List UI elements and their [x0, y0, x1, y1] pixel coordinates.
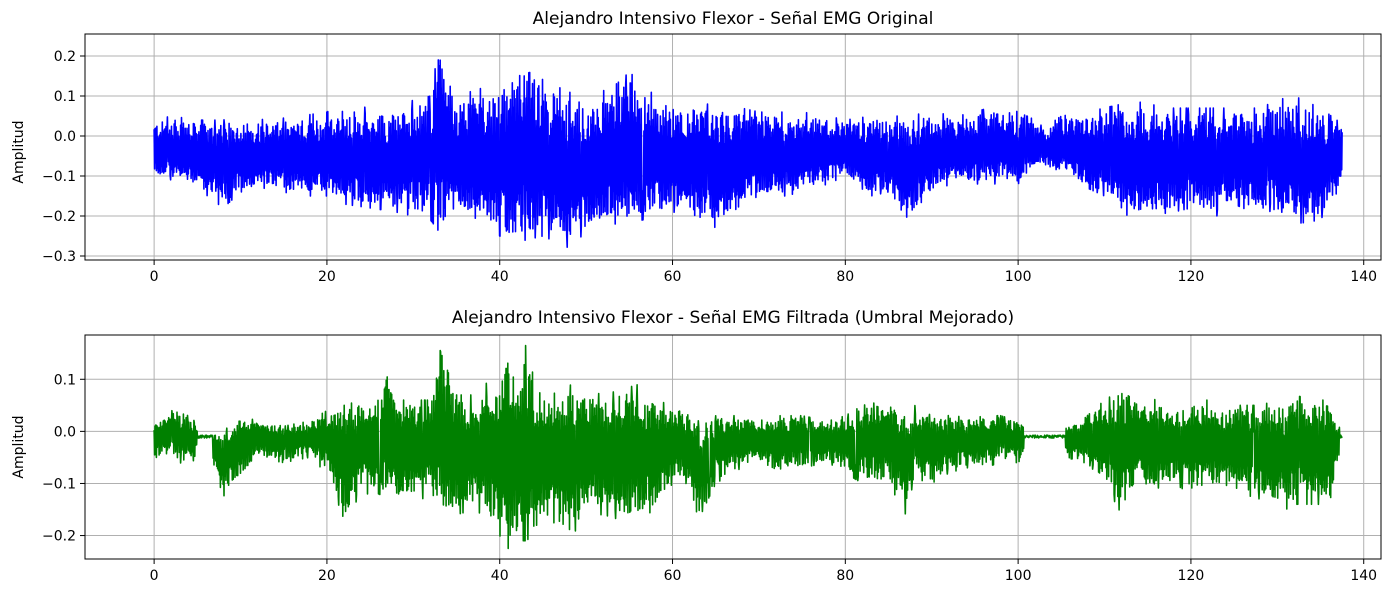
x-tick-label: 80	[836, 269, 854, 285]
y-axis-label: Amplitud	[11, 415, 27, 478]
chart-original-emg: Alejandro Intensivo Flexor - Señal EMG O…	[11, 9, 1382, 285]
y-axis-label: Amplitud	[11, 120, 27, 183]
chart-title: Alejandro Intensivo Flexor - Señal EMG O…	[533, 9, 934, 29]
y-tick-label: 0.0	[54, 424, 76, 440]
signal-trace	[153, 59, 1343, 248]
y-tick-label: −0.3	[42, 249, 76, 265]
signal-trace	[153, 344, 1343, 550]
chart-filtered-emg: Alejandro Intensivo Flexor - Señal EMG F…	[11, 308, 1382, 584]
y-tick-label: −0.1	[42, 169, 76, 185]
signal-line	[153, 59, 1343, 248]
x-tick-label: 60	[664, 568, 682, 584]
y-tick-label: −0.2	[42, 529, 76, 545]
x-tick-label: 0	[150, 568, 159, 584]
y-tick-label: 0.1	[54, 372, 76, 388]
plot-frame	[84, 33, 1382, 261]
x-tick-label: 100	[1005, 269, 1032, 285]
x-tick-label: 20	[318, 269, 336, 285]
axis-ticks: 0 20 40 60 80 100 120 140 0.1 0.0 −0.1 −0.2	[42, 372, 1377, 584]
y-tick-label: −0.2	[42, 209, 76, 225]
x-tick-label: 140	[1350, 568, 1377, 584]
plot-frame	[84, 334, 1382, 560]
x-tick-label: 20	[318, 568, 336, 584]
x-tick-label: 120	[1178, 269, 1205, 285]
chart-title: Alejandro Intensivo Flexor - Señal EMG F…	[452, 308, 1014, 328]
axis-ticks: 0 20 40 60 80 100 120 140 0.2 0.1 0.0 −0.1 −0.2 −0.3	[42, 49, 1377, 285]
x-tick-label: 40	[491, 568, 509, 584]
x-tick-label: 100	[1005, 568, 1032, 584]
signal-line	[153, 344, 1343, 550]
x-tick-label: 80	[836, 568, 854, 584]
x-tick-label: 0	[150, 269, 159, 285]
x-tick-label: 120	[1178, 568, 1205, 584]
y-tick-label: 0.0	[54, 129, 76, 145]
x-tick-label: 140	[1350, 269, 1377, 285]
y-tick-label: −0.1	[42, 476, 76, 492]
x-tick-label: 40	[491, 269, 509, 285]
x-tick-label: 60	[664, 269, 682, 285]
y-tick-label: 0.2	[54, 49, 76, 65]
y-tick-label: 0.1	[54, 89, 76, 105]
